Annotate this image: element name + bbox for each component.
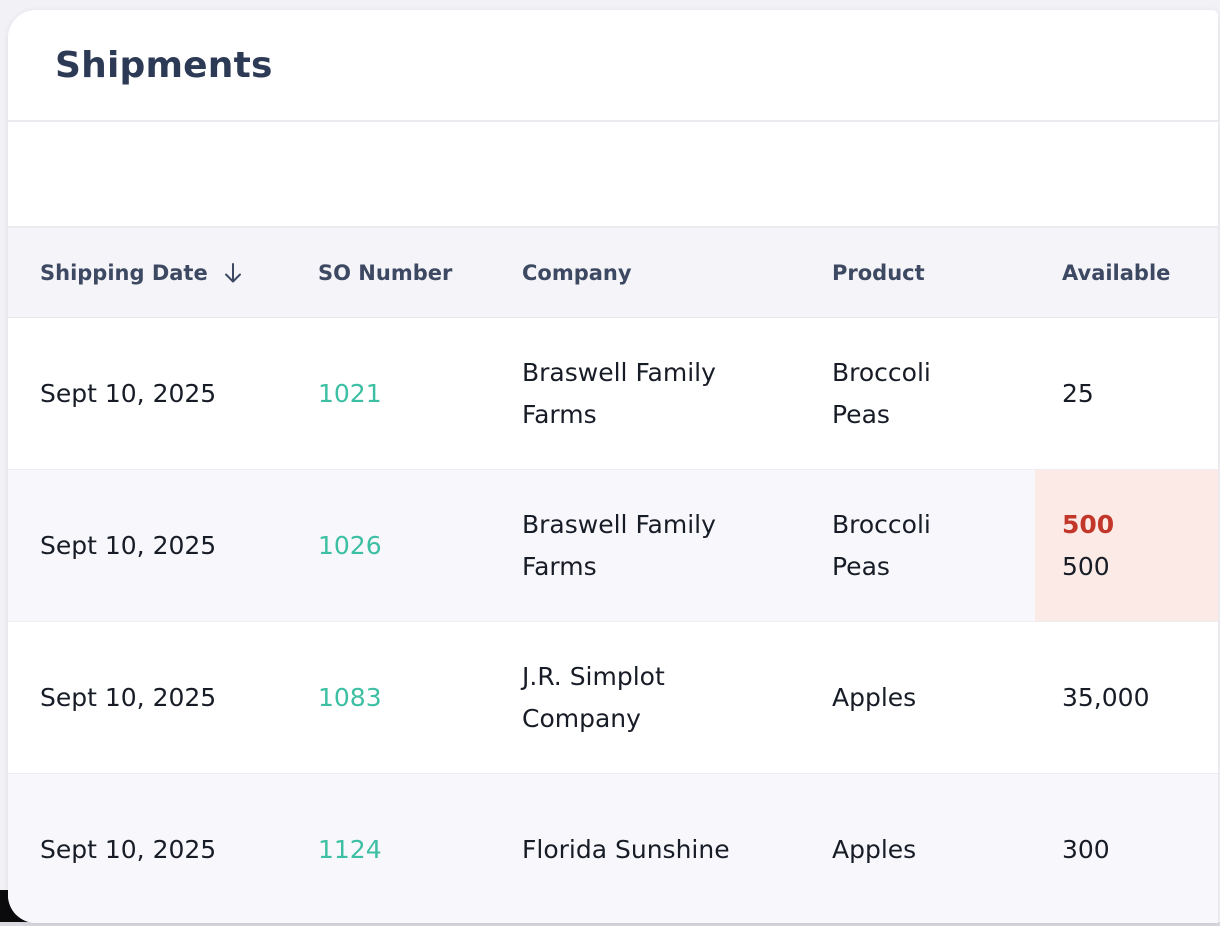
table-row[interactable]: Sept 10, 2025 1083 J.R. Simplot Company … <box>8 622 1218 774</box>
cell-company: Braswell Family Farms <box>522 509 716 581</box>
cell-available: 25 <box>1035 318 1218 469</box>
so-number-link[interactable]: 1083 <box>318 682 382 712</box>
column-header-shipping-date[interactable]: Shipping Date <box>8 261 318 285</box>
cell-available: 300 <box>1035 774 1218 923</box>
column-header-label: Company <box>522 260 632 285</box>
page-title: Shipments <box>55 44 273 86</box>
column-header-label: SO Number <box>318 260 453 285</box>
shipments-card: Shipments Shipping Date SO Number Compan… <box>8 10 1218 923</box>
cell-company: J.R. Simplot Company <box>522 661 665 733</box>
cell-shipping-date: Sept 10, 2025 <box>40 530 217 560</box>
table-header-row: Shipping Date SO Number Company Product … <box>8 228 1218 318</box>
cell-product: Broccoli Peas <box>832 509 931 581</box>
cell-available: 35,000 <box>1035 622 1218 773</box>
column-header-available[interactable]: Available <box>1035 261 1218 285</box>
cell-so-number: 1021 <box>318 318 522 469</box>
cell-product: Apples <box>832 682 917 712</box>
available-value: 300 <box>1062 835 1110 864</box>
available-secondary-value: 500 <box>1062 551 1110 581</box>
column-header-so-number[interactable]: SO Number <box>318 261 522 285</box>
cell-company: Florida Sunshine <box>522 835 730 864</box>
cell-product: Broccoli Peas <box>832 357 931 429</box>
cell-product: Apples <box>832 835 917 864</box>
cell-so-number: 1026 <box>318 470 522 621</box>
table-row[interactable]: Sept 10, 2025 1021 Braswell Family Farms… <box>8 318 1218 470</box>
available-value: 500 <box>1062 509 1115 539</box>
column-header-product[interactable]: Product <box>832 261 1035 285</box>
table-row[interactable]: Sept 10, 2025 1124 Florida Sunshine Appl… <box>8 774 1218 923</box>
card-bottom-edge <box>0 922 1220 926</box>
sort-desc-icon[interactable] <box>222 261 244 285</box>
cell-shipping-date: Sept 10, 2025 <box>40 682 217 712</box>
cell-shipping-date: Sept 10, 2025 <box>40 378 217 408</box>
cell-available: 500 500 <box>1035 470 1218 621</box>
available-value: 25 <box>1062 378 1094 408</box>
cell-company: Braswell Family Farms <box>522 357 716 429</box>
cell-so-number: 1083 <box>318 622 522 773</box>
column-header-label: Shipping Date <box>40 260 208 285</box>
so-number-link[interactable]: 1026 <box>318 530 382 560</box>
column-header-company[interactable]: Company <box>522 261 832 285</box>
cell-shipping-date: Sept 10, 2025 <box>40 835 217 864</box>
column-header-label: Product <box>832 260 925 285</box>
so-number-link[interactable]: 1124 <box>318 835 382 864</box>
available-value: 35,000 <box>1062 682 1150 712</box>
table-body: Sept 10, 2025 1021 Braswell Family Farms… <box>8 318 1218 923</box>
card-header: Shipments <box>8 10 1218 122</box>
toolbar-area <box>8 122 1218 228</box>
shipments-table: Shipping Date SO Number Company Product … <box>8 228 1218 923</box>
cell-so-number: 1124 <box>318 774 522 923</box>
so-number-link[interactable]: 1021 <box>318 378 382 408</box>
column-header-label: Available <box>1062 260 1171 285</box>
table-row[interactable]: Sept 10, 2025 1026 Braswell Family Farms… <box>8 470 1218 622</box>
